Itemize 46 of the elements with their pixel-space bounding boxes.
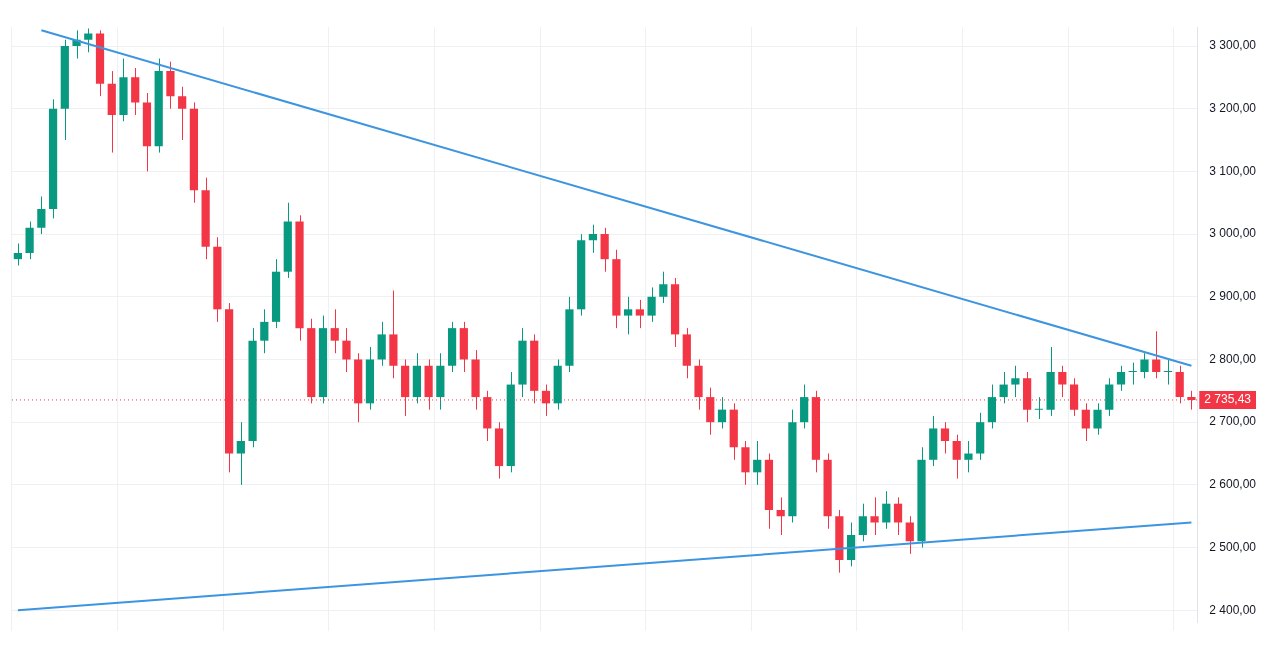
y-tick-label: 2 600,00 — [1209, 477, 1257, 492]
candlestick — [1011, 365, 1020, 398]
candlestick — [236, 421, 245, 486]
candlestick — [717, 396, 727, 429]
candlestick — [178, 86, 187, 141]
candlestick — [882, 490, 891, 530]
candlestick — [776, 496, 785, 536]
candlestick — [999, 371, 1008, 404]
candlestick — [342, 327, 351, 373]
candlestick — [870, 496, 879, 536]
y-tick-label: 3 100,00 — [1209, 163, 1257, 178]
candlestick — [1093, 402, 1102, 436]
y-tick-label: 3 300,00 — [1209, 38, 1257, 53]
candlestick — [635, 299, 644, 329]
y-tick-label: 2 700,00 — [1209, 414, 1257, 429]
candlestick — [940, 421, 950, 455]
candlestick — [893, 496, 903, 536]
candlestick — [1163, 358, 1173, 386]
y-tick-label: 2 500,00 — [1209, 539, 1257, 554]
candlestick — [624, 296, 633, 335]
candlestick — [37, 195, 46, 235]
candlestick — [647, 286, 656, 323]
candlestick — [1116, 365, 1126, 392]
y-tick-label: 3 200,00 — [1209, 101, 1257, 116]
candlestick — [1152, 330, 1161, 379]
candlestick — [858, 503, 867, 542]
candlestick — [260, 308, 269, 354]
candlestick — [1081, 402, 1090, 442]
candlestick — [1140, 352, 1149, 379]
candlestick — [753, 440, 762, 486]
candlestick — [952, 434, 961, 480]
y-tick-label: 2 400,00 — [1209, 602, 1257, 617]
y-tick-label: 2 900,00 — [1209, 289, 1257, 304]
candlestick — [13, 243, 22, 266]
candlestick — [964, 440, 973, 473]
candlestick — [1128, 362, 1137, 386]
candlestick — [1058, 365, 1067, 398]
candlestick — [905, 515, 914, 555]
y-tick-label: 3 000,00 — [1209, 226, 1257, 241]
candlestick — [330, 308, 339, 354]
y-tick-label: 2 800,00 — [1209, 351, 1257, 366]
candlestick — [588, 224, 598, 254]
candlestick — [84, 27, 93, 53]
candlestick — [659, 271, 668, 304]
candlestick — [1034, 396, 1043, 420]
ref-line-label: 2 735,43 — [1204, 392, 1252, 407]
